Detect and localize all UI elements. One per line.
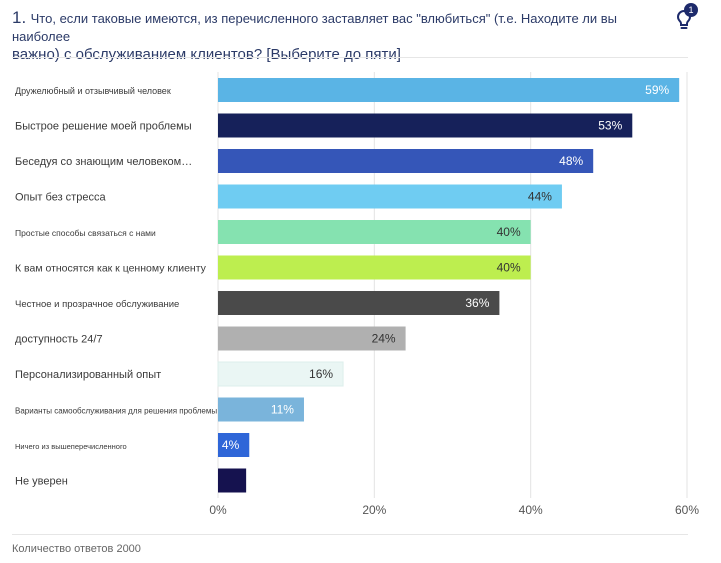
- bar: [218, 397, 304, 422]
- question-header: 1. Что, если таковые имеются, из перечис…: [12, 8, 662, 64]
- value-label: 59%: [645, 83, 669, 97]
- value-label: 48%: [559, 154, 583, 168]
- bar: [218, 433, 250, 457]
- bar-chart: 0% 20% 40% 60% Дружелюбный и отзывчивый чело…: [15, 72, 699, 517]
- category-label: Не уверен: [15, 476, 68, 488]
- question-number: 1.: [12, 8, 27, 27]
- category-label: Персонализированный опыт: [15, 369, 161, 381]
- bar: [218, 255, 531, 280]
- x-tick-label: 0%: [209, 503, 227, 517]
- category-label: доступность 24/7: [15, 334, 103, 346]
- bar: [218, 113, 633, 138]
- value-label: 53%: [598, 119, 622, 133]
- category-label: Беседуя со знающим человеком…: [15, 156, 192, 168]
- value-label: 44%: [528, 190, 552, 204]
- value-label: 16%: [309, 367, 333, 381]
- x-tick-label: 60%: [675, 503, 699, 517]
- value-label: 24%: [372, 332, 396, 346]
- category-label: Простые способы связаться с нами: [15, 228, 156, 238]
- value-label: 4%: [222, 438, 240, 452]
- bar: [218, 149, 594, 173]
- category-label: Дружелюбный и отзывчивый человек: [15, 86, 171, 96]
- bar: [218, 291, 500, 315]
- value-label: 40%: [497, 225, 521, 239]
- category-label: Опыт без стресса: [15, 192, 106, 204]
- value-label: 36%: [465, 296, 489, 310]
- footer-divider: [12, 534, 688, 535]
- bar: [218, 184, 562, 209]
- category-label: К вам относятся как к ценному клиенту: [15, 263, 207, 275]
- category-label: Ничего из вышеперечисленного: [15, 442, 127, 451]
- value-label: 11%: [271, 403, 294, 417]
- header-divider: [12, 57, 688, 58]
- lightbulb-icon: [676, 9, 692, 29]
- category-label: Варианты самообслуживания для решения пр…: [15, 407, 225, 416]
- hint-button[interactable]: [672, 6, 700, 34]
- bar: [218, 326, 406, 351]
- question-text-line1: Что, если таковые имеются, из перечислен…: [12, 11, 617, 44]
- question-text-line2: важно) с обслуживанием клиентов? [Выбери…: [12, 46, 401, 63]
- x-tick-label: 40%: [519, 503, 543, 517]
- bar: [217, 361, 344, 387]
- category-label: Честное и прозрачное обслуживание: [15, 299, 179, 310]
- bar: [218, 468, 247, 493]
- bar: [218, 78, 680, 102]
- value-label: 40%: [497, 261, 521, 275]
- response-count: Количество ответов 2000: [12, 543, 141, 555]
- category-label: Быстрое решение моей проблемы: [15, 121, 192, 133]
- hint-badge: 1: [684, 3, 698, 17]
- bar: [218, 220, 531, 244]
- x-tick-label: 20%: [362, 503, 386, 517]
